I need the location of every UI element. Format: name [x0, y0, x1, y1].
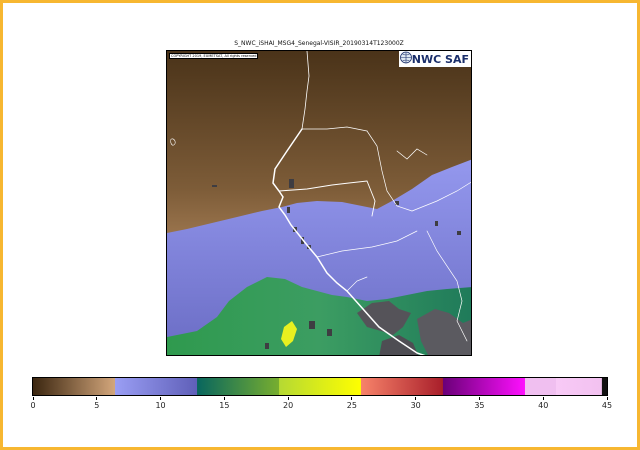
map-title: S_NWC_iSHAI_MSG4_Senegal-VISIR_20190314T… [234, 40, 404, 47]
cloud-patch [357, 301, 411, 335]
colorbar-segment [555, 378, 603, 395]
colorbar-tick-label: 20 [283, 401, 294, 410]
colorbar-tick-label: 45 [601, 401, 613, 410]
colorbar-segment [442, 378, 526, 395]
yellow-patch [281, 321, 297, 347]
colorbar-tick [32, 397, 34, 400]
colorbar-tick-label: 35 [474, 401, 485, 410]
satellite-map: COPYRIGHT 2019, EUMETSAT, All rights res… [166, 50, 472, 356]
country-borders [170, 51, 471, 355]
cloud-patch [417, 309, 471, 355]
colorbar-tick [287, 397, 289, 400]
green-region [167, 277, 471, 355]
colorbar-tick-label: 15 [219, 401, 230, 410]
colorbar-segment [601, 378, 607, 395]
colorbar-tick [96, 397, 98, 400]
colorbar-segment [524, 378, 557, 395]
colorbar-segment [115, 378, 198, 395]
colorbar [32, 377, 608, 396]
colorbar-tick-label: 5 [94, 401, 100, 410]
colorbar-tick-label: 25 [346, 401, 357, 410]
copyright-notice: COPYRIGHT 2019, EUMETSAT, All rights res… [169, 53, 259, 59]
colorbar-tick-label: 10 [155, 401, 166, 410]
colorbar-segment [197, 378, 280, 395]
colorbar-tick-label: 0 [30, 401, 36, 410]
colorbar-segment [33, 378, 116, 395]
cloud-patch [379, 335, 419, 355]
colorbar-tick [606, 397, 608, 400]
colorbar-tick [542, 397, 544, 400]
colorbar-tick [160, 397, 162, 400]
globe-icon [400, 51, 412, 64]
colorbar-tick [478, 397, 480, 400]
colorbar-tick [223, 397, 225, 400]
logo-text: NWC SAF [411, 52, 469, 66]
map-imagery [167, 51, 471, 355]
colorbar-segment [360, 378, 444, 395]
colorbar-gradient [33, 378, 607, 395]
colorbar-tick-label: 40 [538, 401, 549, 410]
colorbar-segment [279, 378, 362, 395]
colorbar-tick [415, 397, 417, 400]
nwcsaf-logo: NWC SAF [399, 51, 471, 67]
colorbar-tick [351, 397, 353, 400]
colorbar-tick-label: 30 [410, 401, 421, 410]
